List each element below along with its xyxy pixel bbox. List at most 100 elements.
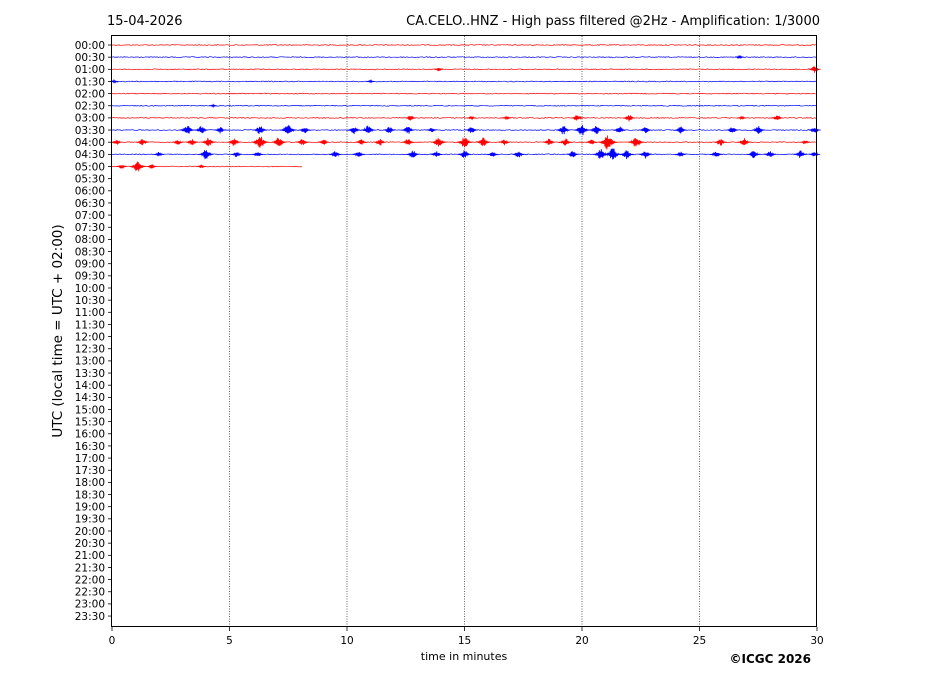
trace-burst [172,140,184,145]
trace-burst [512,151,525,158]
trace-burst [628,138,645,147]
trace-burst [352,152,365,157]
trace-baseline [111,56,818,59]
y-tick-label: 21:00 [75,550,105,562]
trace-baseline [112,104,818,107]
y-tick-label: 17:00 [75,453,105,465]
trace-burst [194,126,208,134]
trace-burst [431,137,447,147]
trace-burst [198,150,214,160]
trace-burst [476,137,491,147]
trace-burst [747,151,761,159]
trace-burst [214,127,227,134]
trace-burst [296,139,309,145]
trace-burst [426,127,437,133]
y-tick-label: 03:00 [75,113,105,125]
y-tick-label: 05:30 [75,173,105,185]
x-tick-label: 0 [109,635,116,647]
y-tick-label: 23:30 [75,611,105,623]
trace-burst [252,126,268,135]
x-axis-label: time in minutes [421,650,508,663]
trace-burst [808,127,821,133]
trace-burst [613,126,626,133]
y-axis-label: UTC (local time = UTC + 02:00) [50,224,66,437]
trace-burst [457,150,472,158]
trace-burst [566,151,579,158]
y-tick-label: 22:30 [75,587,105,599]
trace-burst [251,136,269,148]
trace-burst [185,139,198,146]
y-tick-label: 16:00 [75,429,105,441]
y-tick-label: 18:00 [75,477,105,489]
x-tick-label: 30 [810,635,823,647]
trace-burst [619,150,634,160]
trace-burst [456,137,473,148]
trace-00:00 [111,44,818,46]
trace-baseline [111,92,818,95]
seismic-traces [110,44,821,172]
chart-title: CA.CELO..HNZ - High pass filtered @2Hz -… [406,14,820,29]
y-tick-label: 19:00 [75,502,105,514]
y-tick-label: 09:00 [75,259,105,271]
trace-burst [317,139,330,145]
y-axis-ticks: 00:0000:3001:0001:3002:0002:3003:0003:30… [75,40,112,623]
trace-baseline [111,117,818,119]
y-tick-label: 13:00 [75,356,105,368]
trace-burst [383,126,396,134]
trace-01:00 [111,66,821,73]
y-tick-label: 05:00 [75,161,105,173]
y-tick-label: 12:00 [75,331,105,343]
y-tick-label: 18:30 [75,489,105,501]
trace-burst [129,161,146,172]
trace-burst [271,137,287,147]
y-tick-label: 10:00 [75,283,105,295]
trace-burst [763,151,777,158]
trace-burst [252,152,264,156]
trace-burst [571,115,584,121]
y-tick-label: 07:00 [75,210,105,222]
trace-burst [751,125,765,134]
trace-burst [298,128,311,134]
x-tick-label: 10 [340,635,353,647]
x-tick-label: 5 [226,635,233,647]
trace-burst [598,135,618,150]
trace-burst [808,66,821,73]
copyright-label: ©ICGC 2026 [729,652,811,666]
y-tick-label: 14:00 [75,380,105,392]
trace-burst [209,103,218,109]
y-tick-label: 20:00 [75,526,105,538]
trace-burst [585,139,597,145]
y-tick-label: 04:30 [75,149,105,161]
y-tick-label: 08:00 [75,234,105,246]
vertical-gridlines [229,36,700,627]
y-tick-label: 00:30 [75,52,105,64]
trace-burst [280,124,297,134]
trace-baseline [111,80,818,83]
trace-burst [604,148,622,160]
y-tick-label: 11:30 [75,319,105,331]
y-tick-label: 19:30 [75,514,105,526]
trace-burst [116,164,127,169]
trace-burst [355,139,367,145]
y-tick-label: 23:00 [75,599,105,611]
trace-burst [406,150,420,158]
y-tick-label: 00:00 [75,40,105,52]
y-tick-label: 14:30 [75,392,105,404]
trace-burst [465,127,478,133]
y-tick-label: 21:30 [75,562,105,574]
trace-burst [179,125,195,134]
trace-burst [498,139,510,146]
trace-burst [714,139,727,146]
trace-burst [674,126,687,134]
y-tick-label: 20:30 [75,538,105,550]
trace-burst [556,126,571,135]
trace-burst [726,127,739,133]
x-tick-label: 20 [575,635,588,647]
y-tick-label: 06:00 [75,186,105,198]
trace-burst [809,151,821,157]
trace-burst [231,152,243,157]
trace-burst [794,150,808,158]
y-tick-label: 15:00 [75,404,105,416]
y-tick-label: 11:00 [75,307,105,319]
